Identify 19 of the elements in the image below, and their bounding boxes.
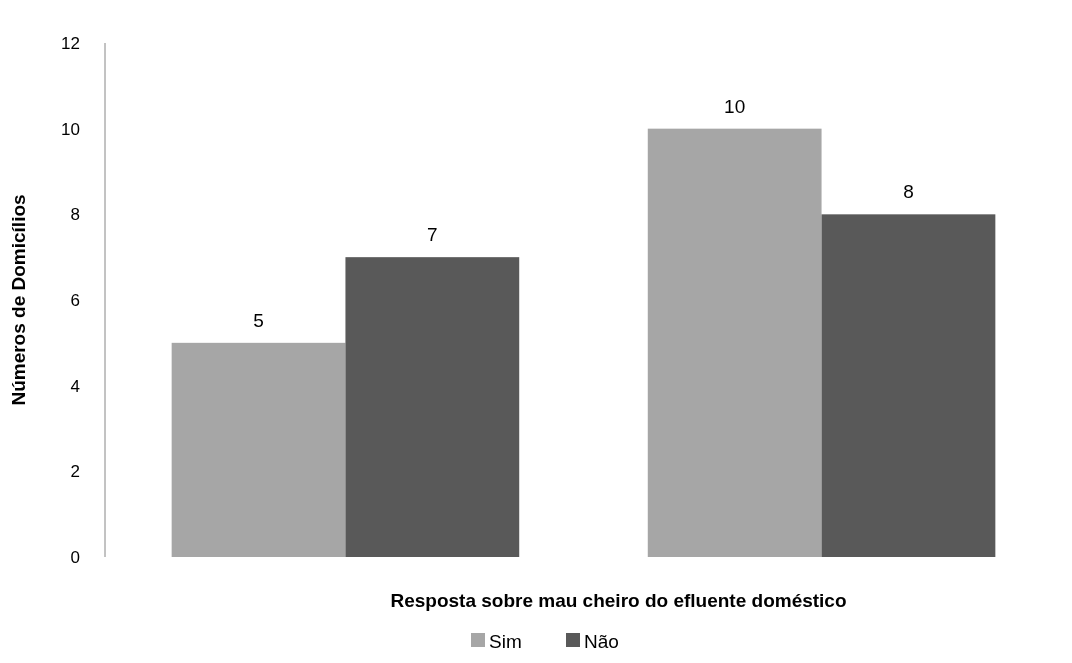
y-tick-label: 0 <box>70 547 80 567</box>
legend-label: Sim <box>489 631 522 652</box>
data-label: 10 <box>724 95 746 117</box>
bar <box>821 214 996 557</box>
y-tick-label: 12 <box>61 33 80 53</box>
x-axis-title: Resposta sobre mau cheiro do efluente doméstico <box>390 590 847 611</box>
y-tick-label: 6 <box>70 290 80 310</box>
bar <box>647 128 822 557</box>
data-label: 7 <box>427 224 438 246</box>
y-tick-label: 10 <box>61 119 80 139</box>
y-tick-label: 4 <box>70 376 80 396</box>
bar <box>345 257 520 557</box>
legend-label: Não <box>584 631 619 652</box>
data-label: 5 <box>253 309 264 331</box>
bar <box>171 342 346 557</box>
y-axis-title: Números de Domicílios <box>8 194 29 406</box>
y-tick-label: 8 <box>70 205 80 225</box>
data-label: 8 <box>903 181 914 203</box>
y-tick-label: 2 <box>70 462 80 482</box>
